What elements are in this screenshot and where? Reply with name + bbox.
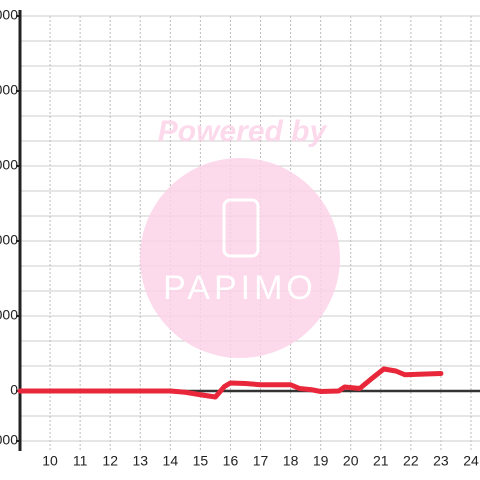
x-tick-label: 17 [253, 453, 269, 469]
watermark-circle [140, 158, 340, 358]
watermark-brand: PAPIMO [163, 269, 317, 307]
x-tick-label: 12 [102, 453, 118, 469]
watermark-top: Powered by [158, 115, 328, 148]
x-tick-label: 15 [193, 453, 209, 469]
data-line [17, 366, 444, 400]
x-tick-label: 18 [283, 453, 299, 469]
y-tick-label: -20,000 [0, 432, 18, 448]
x-tick-label: 19 [313, 453, 329, 469]
y-tick-label: 0 [10, 382, 18, 398]
x-tick-label: 10 [42, 453, 58, 469]
y-tick-label: 120,000 [0, 82, 18, 98]
y-tick-label: 90,000 [0, 157, 18, 173]
x-tick-label: 11 [73, 453, 88, 469]
x-tick-label: 14 [163, 453, 179, 469]
x-tick-label: 16 [223, 453, 239, 469]
x-tick-label: 20 [343, 453, 359, 469]
x-tick-label: 22 [403, 453, 419, 469]
x-tick-label: 21 [373, 453, 389, 469]
x-tick-label: 24 [463, 453, 479, 469]
watermark: Powered by PAPIMO [140, 115, 340, 358]
y-tick-label: 30,000 [0, 307, 18, 323]
x-tick-label: 13 [132, 453, 148, 469]
y-tick-label: 150,000 [0, 7, 18, 23]
y-tick-label: 60,000 [0, 232, 18, 248]
watermark-phone [222, 198, 260, 258]
x-tick-label: 23 [433, 453, 449, 469]
